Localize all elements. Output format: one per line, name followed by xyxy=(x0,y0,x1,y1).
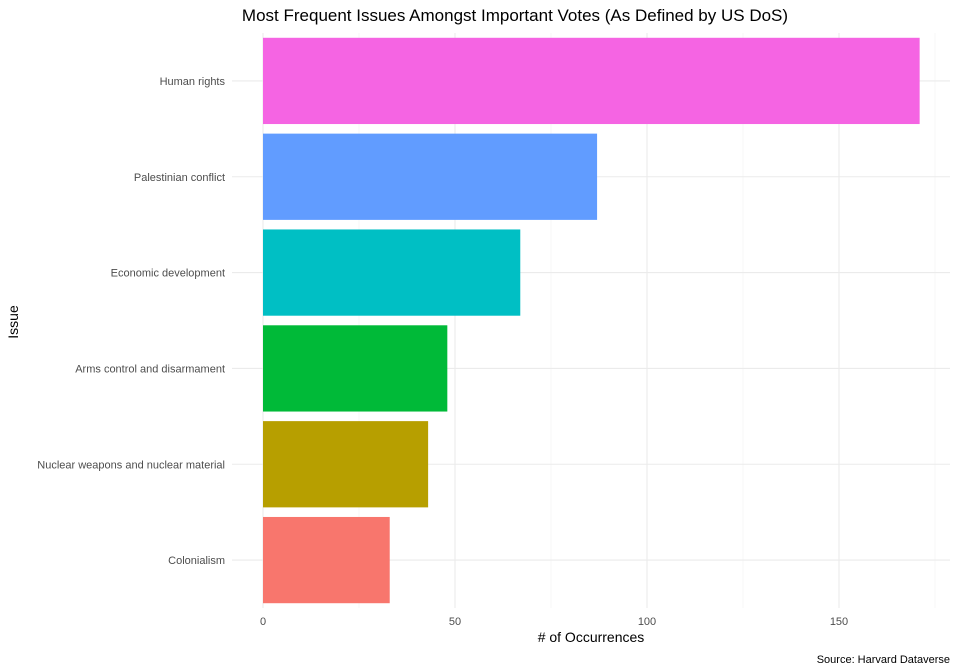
y-tick-labels: Colonialism Nuclear weapons and nuclear m… xyxy=(37,76,225,567)
chart-title: Most Frequent Issues Amongst Important V… xyxy=(242,6,788,25)
x-tick-label: 150 xyxy=(830,616,848,628)
y-tick-label: Nuclear weapons and nuclear material xyxy=(37,459,225,471)
y-tick-label: Human rights xyxy=(160,76,226,88)
y-tick-label: Colonialism xyxy=(168,555,225,567)
x-tick-label: 0 xyxy=(260,616,266,628)
y-tick-label: Economic development xyxy=(111,268,225,280)
bar-palestinian-conflict xyxy=(263,133,598,220)
x-tick-label: 100 xyxy=(638,616,656,628)
x-axis-title: # of Occurrences xyxy=(538,629,645,645)
bars xyxy=(263,37,920,604)
bar-nuclear-weapons-and-nuclear-material xyxy=(263,421,429,508)
bar-economic-development xyxy=(263,229,521,316)
source-caption: Source: Harvard Dataverse xyxy=(817,654,950,666)
x-tick-label: 50 xyxy=(449,616,461,628)
bar-arms-control-and-disarmament xyxy=(263,325,448,412)
bar-colonialism xyxy=(263,516,390,604)
y-tick-label: Palestinian conflict xyxy=(134,172,225,184)
x-tick-labels: 0 50 100 150 xyxy=(260,616,848,628)
y-axis-title: Issue xyxy=(5,305,21,339)
y-tick-label: Arms control and disarmament xyxy=(75,363,225,375)
bar-human-rights xyxy=(263,37,920,125)
